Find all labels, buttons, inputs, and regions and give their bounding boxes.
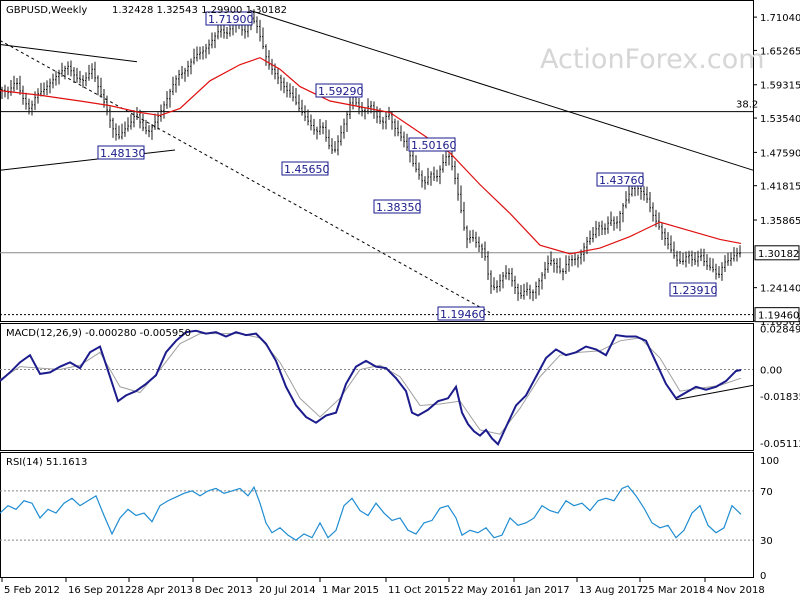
triangle-upper-line	[0, 43, 138, 63]
pivot-label: 1.43760	[599, 174, 645, 187]
x-tick-label: 28 Apr 2013	[131, 585, 193, 596]
macd-tick-label: -0.018355	[760, 392, 800, 403]
price-tick-label: 1.35865	[760, 216, 800, 227]
pivot-label-box	[437, 306, 485, 321]
rsi-layer	[0, 485, 753, 541]
x-tick-label: 1 Jan 2017	[516, 585, 570, 596]
axis-layer: 1.71040 1.65265 1.59315 1.53540 1.47590 1.418…	[1, 13, 800, 596]
pivot-label: 1.23910	[672, 284, 718, 297]
fib-382-label: 38.2	[736, 100, 758, 111]
pivot-label-box	[408, 137, 456, 152]
macd-signal-line	[0, 333, 742, 435]
x-tick-label: 13 Aug 2017	[579, 585, 643, 596]
rsi-tick-label: 0	[760, 571, 766, 582]
triangle-lower-line	[0, 149, 176, 171]
macd-line	[0, 329, 742, 446]
pivot-label: 1.45650	[284, 163, 330, 176]
price-tick-label: 1.53540	[760, 114, 800, 125]
macd-layer	[0, 329, 754, 446]
price-tick-label: 1.24140	[760, 284, 800, 295]
macd-pane	[0, 323, 754, 451]
pivot-label: 1.38350	[376, 201, 422, 214]
price-title: GBPUSD,Weekly	[6, 5, 87, 16]
pivot-label: 1.59290	[318, 85, 364, 98]
price-tick-label: 1.65265	[760, 46, 800, 57]
price-tick-label: 1.41815	[760, 182, 800, 193]
pivot-label-box	[97, 145, 145, 160]
x-tick-label: 22 May 2016	[451, 585, 516, 596]
x-tick-label: 11 Oct 2015	[388, 585, 450, 596]
pivot-label: 1.71900	[208, 13, 254, 26]
price-pane	[0, 0, 754, 322]
x-tick-label: 8 Dec 2013	[195, 585, 253, 596]
pivot-label-box	[205, 11, 253, 26]
pivot-label: 1.19460	[440, 308, 486, 321]
pivot-label-box	[669, 282, 717, 297]
price-tick-label: 1.47590	[760, 148, 800, 159]
ohlc-header: 1.32428 1.32543 1.29900 1.30182	[112, 5, 287, 16]
rsi-pane	[0, 452, 754, 578]
x-tick-label: 20 Jul 2014	[259, 585, 316, 596]
pivot-label-box	[596, 172, 644, 187]
x-tick-label: 1 Mar 2015	[322, 585, 379, 596]
x-tick-label: 25 Mar 2018	[642, 585, 705, 596]
last-price-label: 1.30182	[758, 249, 799, 260]
pivot-label-box	[373, 199, 421, 214]
macd-tick-label: -0.051125	[760, 439, 800, 450]
macd-trendline	[675, 384, 754, 401]
pivot-label-box	[315, 83, 363, 98]
macd-tick-label: 0.00	[760, 366, 782, 377]
pivot-label: 1.50160	[411, 139, 457, 152]
x-tick-label: 5 Feb 2012	[4, 585, 60, 596]
pivot-label-box	[281, 161, 329, 176]
macd-title: MACD(12,26,9) -0.000280 -0.005950	[6, 328, 191, 339]
moving-average-line	[0, 57, 742, 255]
price-layer: 38.2 1.71900 1.59290 1.45650 1.50160 1.38350 1…	[0, 9, 758, 321]
rsi-title: RSI(14) 51.1613	[6, 457, 87, 468]
rsi-tick-label: 70	[760, 487, 773, 498]
support-price-label: 1.19460	[758, 311, 799, 322]
downtrend-line	[249, 9, 754, 171]
price-tick-label: 1.59315	[760, 81, 800, 92]
rsi-line	[0, 485, 742, 541]
pivot-label: 1.48130	[100, 147, 146, 160]
rsi-tick-label: 100	[760, 456, 779, 467]
x-tick-label: 16 Sep 2012	[68, 585, 131, 596]
macd-tick-label: 0.028495	[760, 325, 800, 336]
price-tick-label: 1.71040	[760, 13, 800, 24]
watermark: ActionForex.com	[540, 44, 765, 75]
x-tick-label: 4 Nov 2018	[707, 585, 765, 596]
rsi-tick-label: 30	[760, 536, 773, 547]
last-price-tag	[754, 245, 800, 261]
support-price-tag	[754, 307, 800, 323]
price-tick-label: 1.18365	[760, 317, 800, 328]
